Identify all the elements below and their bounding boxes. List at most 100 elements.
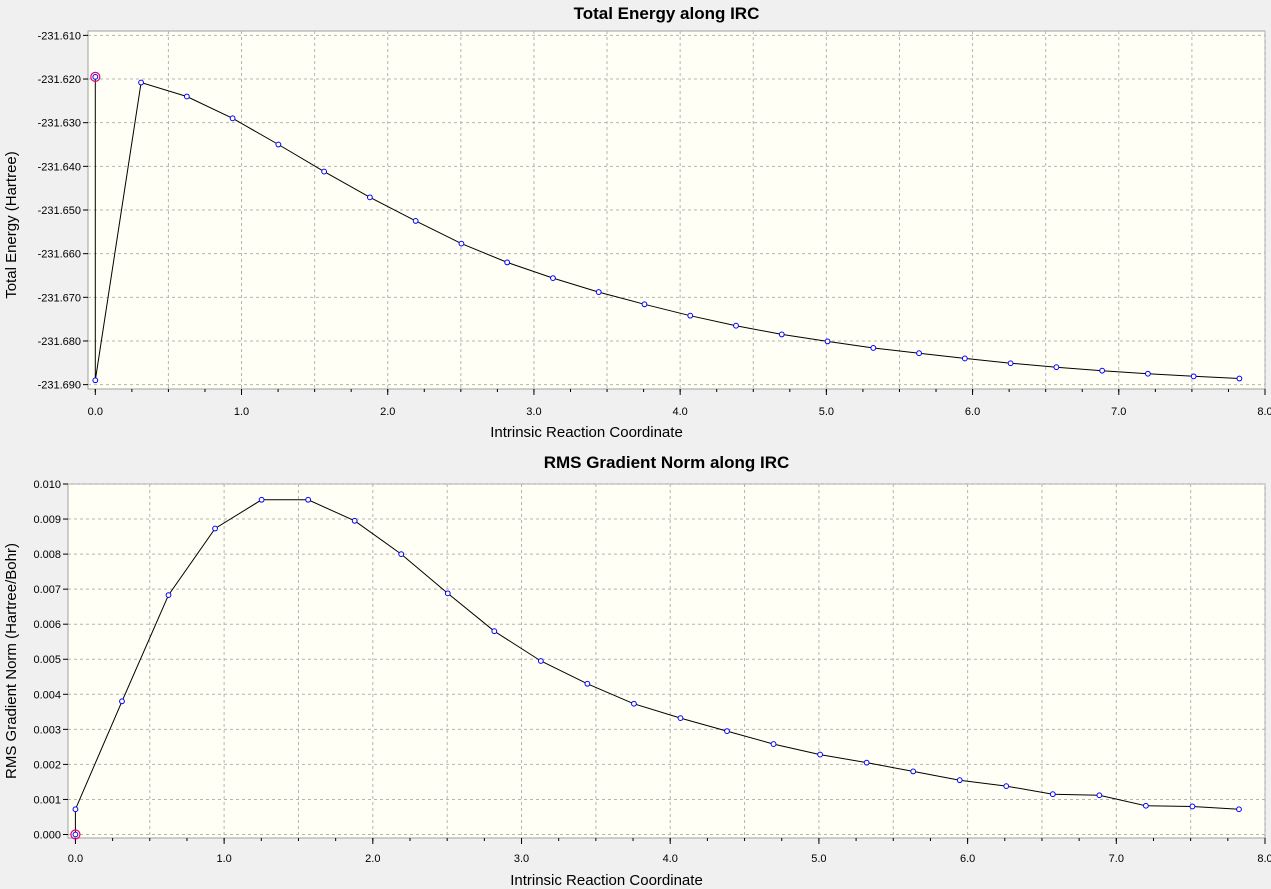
x-tick-label: 4.0 xyxy=(663,853,678,865)
data-point xyxy=(1096,792,1103,799)
data-point xyxy=(72,806,79,813)
y-tick-label: 0.005 xyxy=(33,654,61,666)
data-point xyxy=(863,759,870,766)
data-point xyxy=(366,194,373,201)
data-point xyxy=(778,331,785,338)
x-tick-label: 4.0 xyxy=(673,406,688,418)
x-tick-label: 2.0 xyxy=(365,853,380,865)
data-point xyxy=(183,93,190,100)
data-point xyxy=(537,658,544,664)
data-point xyxy=(92,73,99,80)
data-point xyxy=(412,218,419,224)
data-point xyxy=(870,345,877,351)
x-tick-label: 6.0 xyxy=(960,853,975,865)
data-point xyxy=(961,355,968,362)
data-point xyxy=(1189,803,1196,810)
x-tick-label: 1.0 xyxy=(234,406,249,418)
data-point xyxy=(733,322,739,329)
data-point xyxy=(258,496,265,503)
rms-gradient-chart[interactable]: RMS Gradient Norm along IRC 0.0 1.0 2.0 3.0 4… xyxy=(3,453,1271,889)
selected-point-marker xyxy=(70,829,81,840)
data-point xyxy=(916,350,922,357)
data-point xyxy=(212,525,218,532)
x-tick-label: 0.0 xyxy=(68,853,83,865)
data-point xyxy=(165,592,172,599)
data-point xyxy=(641,301,648,308)
data-point xyxy=(1144,370,1151,377)
y-tick-label: 0.001 xyxy=(33,794,61,806)
data-point xyxy=(92,377,99,384)
data-point xyxy=(595,289,602,295)
x-tick-label: 5.0 xyxy=(811,853,826,865)
data-point xyxy=(491,628,498,635)
data-point xyxy=(138,79,144,86)
selected-point-marker xyxy=(90,71,101,82)
y-tick-label: 0.010 xyxy=(33,479,61,491)
y-tick-label: -231.630 xyxy=(38,118,81,130)
chart-title: RMS Gradient Norm along IRC xyxy=(544,453,790,472)
data-point xyxy=(584,680,591,687)
data-point xyxy=(458,240,465,247)
y-tick-label: -231.670 xyxy=(38,292,81,304)
data-point xyxy=(910,768,917,775)
x-tick-label: 3.0 xyxy=(526,406,541,418)
data-point xyxy=(687,312,694,319)
data-point xyxy=(504,259,511,266)
data-point xyxy=(444,590,451,597)
data-point xyxy=(550,275,556,282)
total-energy-chart[interactable]: Total Energy along IRC 0.0 1.0 2.0 3.0 4.0 5.0… xyxy=(3,4,1271,441)
x-tick-label: 8.0 xyxy=(1257,853,1271,865)
data-point xyxy=(305,496,312,503)
data-point xyxy=(1007,360,1014,367)
data-point xyxy=(119,698,125,705)
data-point xyxy=(275,141,282,148)
data-point xyxy=(770,741,777,747)
data-point xyxy=(1049,791,1056,798)
y-tick-label: -231.620 xyxy=(38,74,81,86)
data-point xyxy=(1142,802,1149,809)
data-point xyxy=(351,517,358,524)
y-tick-label: -231.640 xyxy=(38,161,81,173)
data-point xyxy=(724,728,730,734)
y-axis-label: Total Energy (Hartree) xyxy=(3,151,20,299)
y-tick-label: -231.610 xyxy=(38,30,81,42)
y-tick-label: 0.007 xyxy=(33,584,61,596)
y-tick-label: -231.660 xyxy=(38,249,81,261)
y-tick-label: -231.650 xyxy=(38,205,81,217)
y-tick-label: -231.690 xyxy=(38,380,81,392)
x-tick-label: 0.0 xyxy=(88,406,103,418)
y-tick-label: 0.003 xyxy=(33,724,61,736)
x-tick-label: 7.0 xyxy=(1111,406,1126,418)
y-tick-label: 0.000 xyxy=(33,829,61,841)
data-point xyxy=(631,700,637,707)
y-axis-label: RMS Gradient Norm (Hartree/Bohr) xyxy=(3,543,20,779)
y-tick-label: 0.009 xyxy=(33,514,61,526)
data-point xyxy=(321,168,328,175)
data-point xyxy=(398,551,405,557)
y-tick-label: 0.008 xyxy=(33,549,61,561)
data-point xyxy=(1099,367,1106,374)
plot-area xyxy=(67,483,1266,839)
data-point xyxy=(1053,364,1060,371)
data-point xyxy=(817,751,824,758)
data-point xyxy=(956,777,963,784)
data-point xyxy=(1190,373,1197,380)
x-tick-label: 2.0 xyxy=(380,406,395,418)
x-tick-label: 8.0 xyxy=(1257,406,1271,418)
x-tick-label: 3.0 xyxy=(514,853,529,865)
data-point xyxy=(229,115,236,122)
y-tick-label: 0.002 xyxy=(33,759,61,771)
x-tick-label: 5.0 xyxy=(819,406,834,418)
x-tick-label: 6.0 xyxy=(965,406,980,418)
x-axis-label: Intrinsic Reaction Coordinate xyxy=(510,872,703,889)
data-point xyxy=(1003,783,1010,790)
x-axis-label: Intrinsic Reaction Coordinate xyxy=(490,424,683,441)
x-tick-label: 1.0 xyxy=(216,853,231,865)
y-tick-label: -231.680 xyxy=(38,336,81,348)
data-point xyxy=(1236,375,1243,382)
x-tick-label: 7.0 xyxy=(1109,853,1124,865)
y-tick-label: 0.006 xyxy=(33,619,61,631)
data-point xyxy=(1236,806,1242,813)
chart-title: Total Energy along IRC xyxy=(574,4,760,23)
